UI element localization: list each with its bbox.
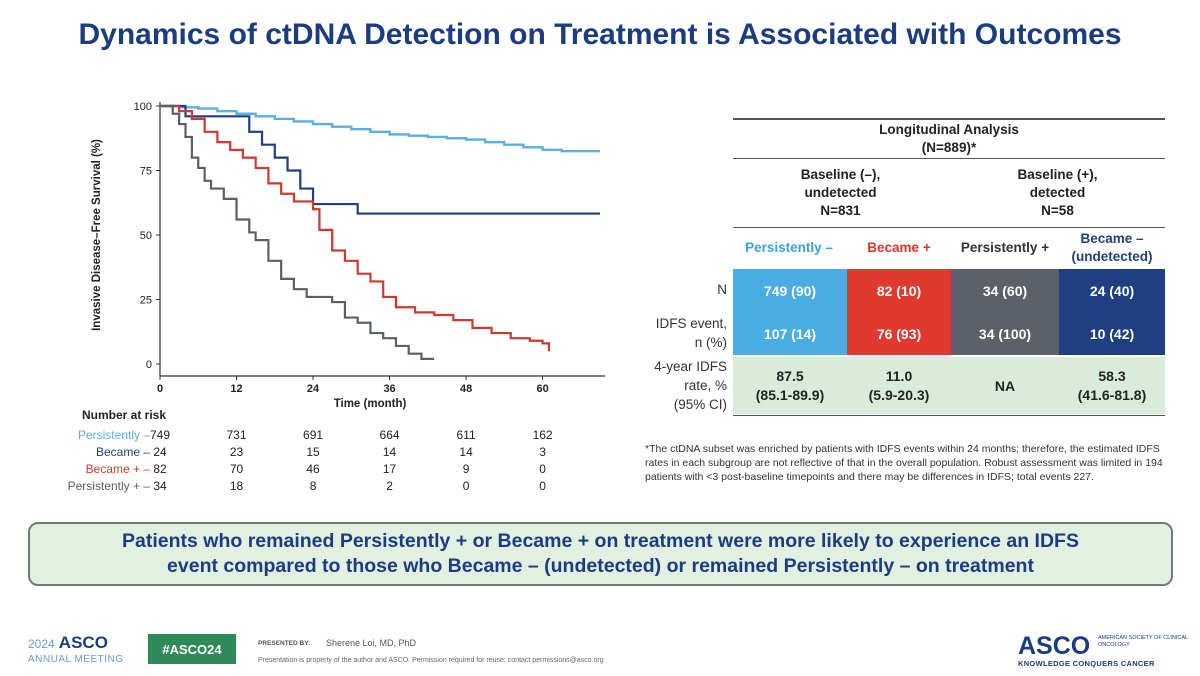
asco-logo: ASCO [1018, 632, 1091, 660]
table-rule-3 [733, 227, 1165, 228]
risk-row-label: Became – [95, 445, 150, 459]
asco-tagline: KNOWLEDGE CONQUERS CANCER [1018, 659, 1155, 668]
risk-value: 611 [456, 428, 476, 442]
risk-value: 18 [229, 479, 244, 493]
risk-value: 14 [459, 445, 473, 459]
table-rule-bottom [733, 415, 1165, 416]
row-label-n: N [717, 282, 727, 297]
x-tick-label: 36 [383, 383, 395, 395]
rate-cell-persistently-pos: NA [951, 357, 1059, 414]
event-cell: 34 (100) [951, 312, 1059, 355]
risk-value: 664 [379, 428, 400, 442]
footer-year: 2024 [28, 637, 55, 651]
table-header-n: (N=889)* [921, 140, 977, 155]
x-tick-label: 60 [536, 383, 548, 395]
x-axis-label: Time (month) [334, 398, 407, 410]
y-tick-label: 25 [140, 295, 152, 307]
group-baseline-negative: Baseline (–), undetected N=831 [800, 167, 881, 218]
risk-value: 731 [226, 428, 247, 442]
km-line-persistently- [160, 104, 435, 360]
col-header-became-neg: Became – (undetected) [1071, 231, 1153, 264]
risk-value: 3 [539, 445, 546, 459]
slide-title: Dynamics of ctDNA Detection on Treatment… [78, 18, 1122, 51]
risk-value: 46 [306, 462, 320, 476]
risk-value: 15 [306, 445, 320, 459]
row-label-rate: 4-year IDFS rate, % (95% CI) [654, 359, 727, 412]
table-rule-2 [733, 158, 1165, 159]
risk-value: 70 [229, 462, 244, 476]
table-rule-top [733, 118, 1165, 120]
risk-value: 749 [149, 428, 171, 442]
risk-value: 82 [153, 462, 167, 476]
col-header-persistently-neg: Persistently – [745, 240, 833, 255]
rate-cell-persistently-neg: 87.5 (85.1-89.9) [733, 357, 847, 414]
footnote: *The ctDNA subset was enriched by patien… [645, 443, 1163, 483]
asco-society-name: AMERICAN SOCIETY OF CLINICAL ONCOLOGY [1098, 635, 1188, 648]
takeaway-line-2: event compared to those who Became – (un… [167, 555, 1034, 577]
n-cell: 24 (40) [1059, 269, 1165, 312]
y-tick-label: 50 [140, 230, 152, 242]
n-cell: 34 (60) [951, 269, 1059, 312]
risk-value: 9 [462, 462, 470, 476]
risk-value: 0 [539, 479, 546, 493]
y-tick-label: 75 [140, 166, 152, 178]
group-baseline-positive: Baseline (+), detected N=58 [1017, 167, 1098, 218]
km-line-persistently- [160, 104, 600, 153]
event-cell: 76 (93) [847, 312, 951, 355]
n-cell: 749 (90) [733, 269, 847, 312]
presenter-name: Sherene Loi, MD, PhD [326, 638, 417, 648]
risk-value: 14 [382, 445, 397, 459]
km-chart: 0 25 50 75 100 0 12 24 36 48 60 Time (month) Invasiv… [91, 101, 605, 410]
table-header: Longitudinal Analysis (N=889)* [733, 120, 1165, 158]
hashtag-badge: #ASCO24 [148, 634, 236, 664]
y-tick-label: 0 [146, 359, 152, 371]
rate-cell-became-neg: 58.3 (41.6-81.8) [1059, 357, 1165, 414]
footer-asco-brand: 2024 ASCO [28, 633, 108, 653]
x-tick-label: 48 [460, 383, 472, 395]
footer-asco: ASCO [58, 633, 108, 652]
risk-value: 34 [153, 479, 167, 493]
n-cell: 82 (10) [847, 269, 951, 312]
km-line-became- [160, 104, 600, 215]
row-label-event: IDFS event, n (%) [655, 316, 727, 350]
x-tick-label: 12 [230, 383, 242, 395]
event-cell: 10 (42) [1059, 312, 1165, 355]
risk-row-label: Persistently – [77, 428, 150, 442]
event-cell: 107 (14) [733, 312, 847, 355]
x-tick-label: 0 [157, 383, 163, 395]
km-line-became- [160, 104, 551, 352]
presented-by-label: PRESENTED BY: [258, 640, 311, 647]
takeaway-box: Patients who remained Persistently + or … [28, 522, 1173, 586]
risk-value: 691 [303, 428, 324, 442]
col-header-became-pos: Became + [867, 240, 931, 255]
x-tick-label: 24 [307, 383, 320, 395]
y-tick-label: 100 [134, 101, 152, 113]
footer-meeting: ANNUAL MEETING [28, 654, 124, 665]
risk-value: 8 [309, 479, 317, 493]
col-header-persistently-pos: Persistently + [960, 240, 1050, 255]
table-header-title: Longitudinal Analysis [879, 122, 1019, 137]
risk-value: 0 [539, 462, 546, 476]
risk-value: 23 [229, 445, 244, 459]
risk-value: 0 [462, 479, 470, 493]
risk-value: 24 [153, 445, 167, 459]
footer-disclaimer: Presentation is property of the author a… [258, 657, 604, 664]
risk-table-title: Number at risk [82, 408, 167, 422]
y-axis-label: Invasive Disease–Free Survival (%) [91, 139, 103, 331]
risk-row-label: Became + – [85, 462, 150, 476]
risk-value: 162 [532, 428, 553, 442]
risk-value: 17 [382, 462, 397, 476]
takeaway-line-1: Patients who remained Persistently + or … [122, 530, 1079, 552]
rate-cell-became-pos: 11.0 (5.9-20.3) [847, 357, 951, 414]
risk-row-label: Persistently + – [67, 479, 150, 493]
risk-value: 2 [386, 479, 393, 493]
